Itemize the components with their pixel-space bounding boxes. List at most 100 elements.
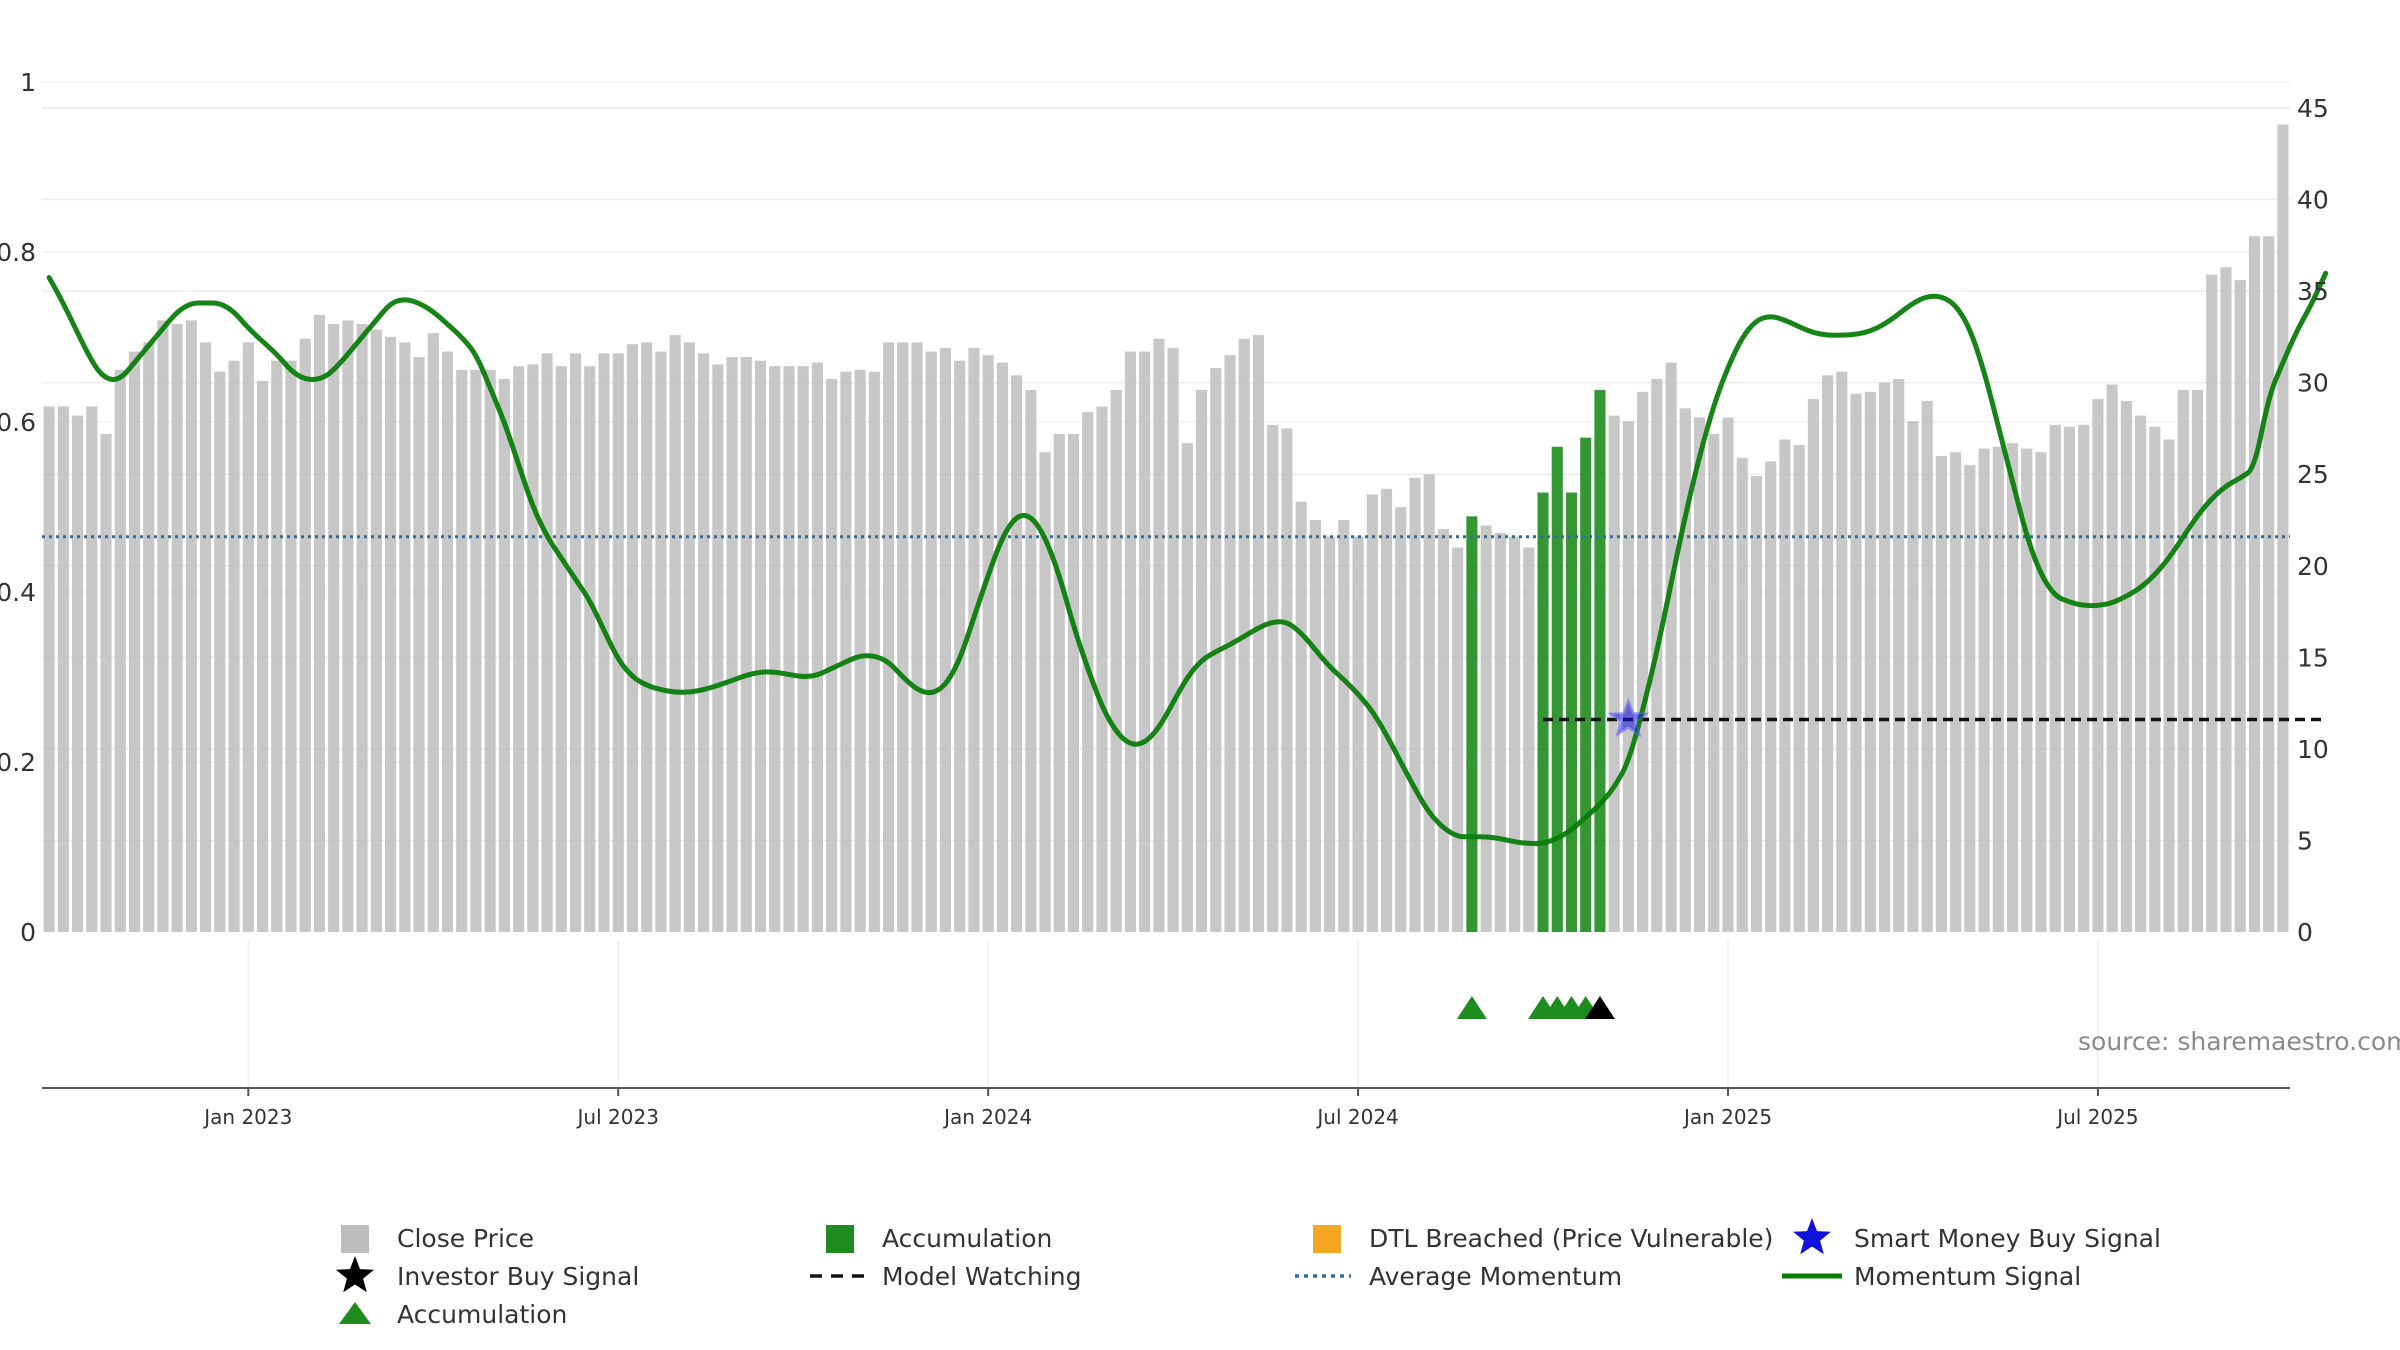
price-bar [612,353,624,932]
accumulation-bar [1580,437,1592,932]
y-right-tick-label: 20 [2297,552,2329,581]
price-bar [1779,439,1791,932]
axes: Jan 2023 Jul 2023 Jan 2024 Jul 2024 Jan 2025… [0,68,2329,1129]
y-left-tick-label: 0.4 [0,578,36,607]
price-bar [854,369,866,932]
price-bar [1509,536,1521,932]
signal-lines [42,270,2329,847]
price-bar [157,320,169,932]
price-bar [1622,421,1634,932]
price-bar [2135,415,2147,932]
price-bar [996,362,1008,933]
price-bar [171,324,183,932]
price-bar [143,342,155,933]
price-bar [1409,477,1421,932]
y-right-tick-label: 45 [2297,94,2329,123]
price-bar [1978,448,1990,932]
price-bar [185,320,197,932]
price-bar [883,342,895,933]
price-bar [811,362,823,933]
price-bar [939,347,952,932]
price-bar [598,353,610,932]
price-bar [1750,476,1763,932]
y-right-tick-label: 40 [2297,186,2329,215]
price-bar [1950,452,1962,932]
price-bar [1252,335,1265,933]
price-bar [1110,389,1122,933]
price-bar [484,369,496,932]
price-bar [712,364,724,932]
price-bar [868,371,880,932]
price-bar [1864,391,1876,932]
price-bar [114,369,126,932]
legend-accumulation-swatch [826,1225,854,1253]
price-bar [683,342,695,933]
price-bar [200,342,212,933]
price-bar [1025,389,1037,933]
price-bar [1309,520,1321,932]
price-bar [2263,236,2275,932]
price-bar [470,369,482,932]
price-bar [2206,274,2218,932]
price-bar [1167,347,1179,932]
price-bar [1807,399,1819,932]
y-right-tick-label: 35 [2297,277,2329,306]
price-bar [1139,351,1151,932]
price-bar [1124,351,1136,932]
y-right-tick-label: 0 [2297,918,2313,947]
price-bar [1181,443,1193,932]
price-bar [342,320,354,932]
price-bar [1423,474,1435,932]
y-left-tick-label: 1 [20,68,36,97]
price-bar [911,342,923,933]
price-bar [513,366,525,933]
price-bar [626,344,639,932]
price-bar [1395,507,1407,932]
price-bar [214,371,226,932]
signal-markers [1456,697,1650,1019]
price-bar [86,406,98,933]
price-bar [2078,424,2090,932]
legend-smart-money-star-icon [1793,1218,1831,1255]
price-bar [954,360,966,932]
legend-close-price-swatch [341,1225,369,1253]
x-tick-label: Jul 2025 [2055,1105,2138,1129]
price-bar [698,353,710,932]
price-bar [1267,424,1279,932]
price-bar [1850,393,1862,932]
price-bar [840,371,852,932]
price-bar [1281,428,1293,932]
legend-accumulation-triangle-icon [339,1302,371,1324]
price-bar [2120,400,2132,932]
price-bar [228,360,240,932]
x-tick-label: Jan 2025 [1682,1105,1772,1129]
legend-investor-buy-star-icon [336,1256,374,1293]
price-bar [527,364,539,932]
price-bar [797,366,809,933]
y-right-tick-label: 15 [2297,643,2329,672]
price-bar [1338,520,1350,932]
price-bar [271,360,283,932]
price-bar [128,351,141,932]
price-bar [1793,444,1805,932]
price-bar [1992,446,2004,932]
price-bar [1067,433,1080,932]
price-bar [370,329,382,932]
price-bar [100,433,112,932]
investor-buy-triangle-icon [1584,996,1615,1019]
price-bar [541,353,553,932]
price-bar [769,366,781,933]
price-bar [72,415,84,932]
price-bar [1736,457,1748,932]
momentum-signal-line [46,270,2329,847]
legend-accumulation-marker-label: Accumulation [397,1300,567,1329]
price-bar [1437,529,1449,932]
legend-model-watching-label: Model Watching [882,1262,1082,1291]
price-bar [1295,501,1307,932]
x-tick-label: Jul 2023 [576,1105,659,1129]
price-bar [2063,426,2076,932]
legend-close-price-label: Close Price [397,1224,534,1253]
price-bar [2106,384,2118,932]
y-right-tick-label: 25 [2297,460,2329,489]
source-label: source: sharemaestro.com [2078,1027,2400,1056]
